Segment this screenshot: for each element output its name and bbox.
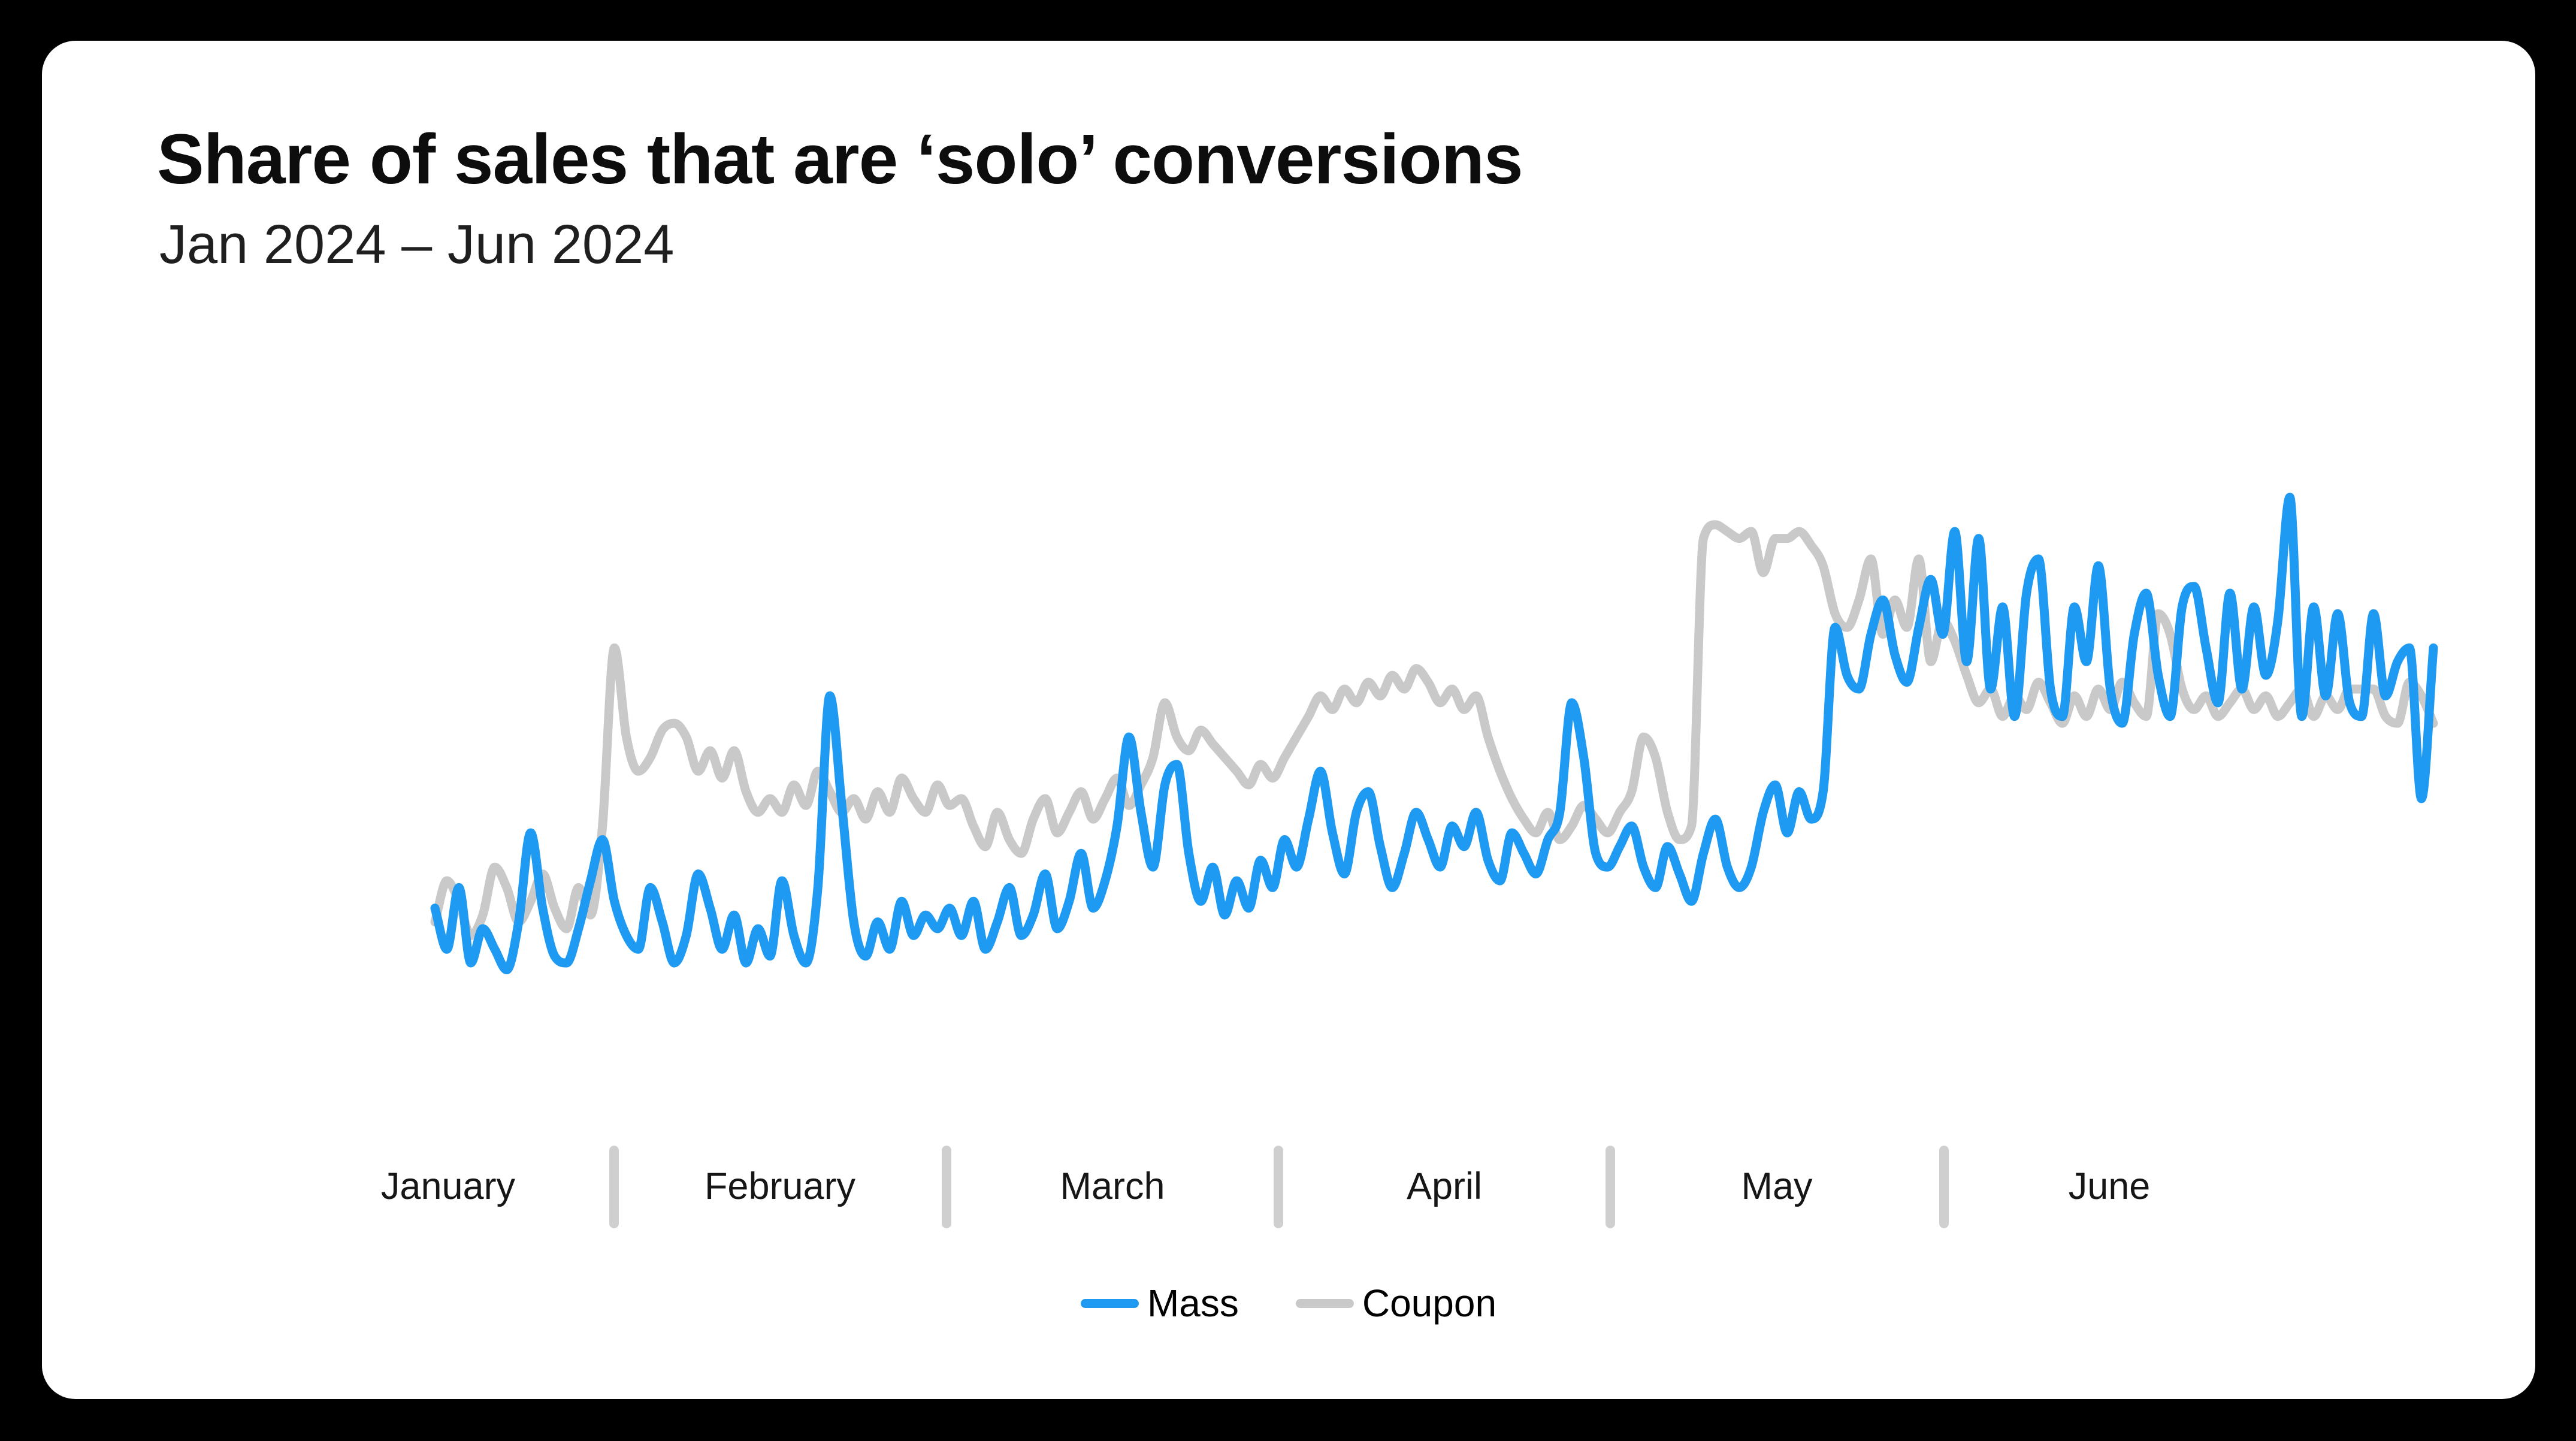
x-axis-label-april: April (1406, 1165, 1483, 1207)
x-axis-label-may: May (1741, 1165, 1813, 1207)
x-axis-tick (1274, 1146, 1283, 1228)
line-plot (430, 493, 2438, 975)
x-axis-tick (1939, 1146, 1949, 1228)
mass-line (430, 493, 2438, 975)
chart-title: Share of sales that are ‘solo’ conversio… (157, 120, 1523, 199)
mass-swatch-icon (1080, 1298, 1139, 1308)
chart-subtitle: Jan 2024 – Jun 2024 (159, 214, 675, 275)
coupon-line (430, 520, 2438, 940)
coupon-swatch-icon (1295, 1298, 1354, 1308)
x-axis-label-march: March (1060, 1165, 1165, 1207)
x-axis-label-january: January (380, 1165, 516, 1207)
x-axis-label-february: February (704, 1165, 856, 1207)
legend-item-coupon: Coupon (1295, 1281, 1497, 1325)
chart-card: Share of sales that are ‘solo’ conversio… (42, 41, 2535, 1399)
x-axis-tick (1606, 1146, 1615, 1228)
x-axis-tick (609, 1146, 619, 1228)
legend: Mass Coupon (42, 1281, 2535, 1325)
legend-label-coupon: Coupon (1362, 1282, 1497, 1325)
x-axis-tick (942, 1146, 951, 1228)
legend-label-mass: Mass (1147, 1282, 1239, 1325)
legend-item-mass: Mass (1080, 1281, 1239, 1325)
x-axis-label-june: June (2068, 1165, 2151, 1207)
